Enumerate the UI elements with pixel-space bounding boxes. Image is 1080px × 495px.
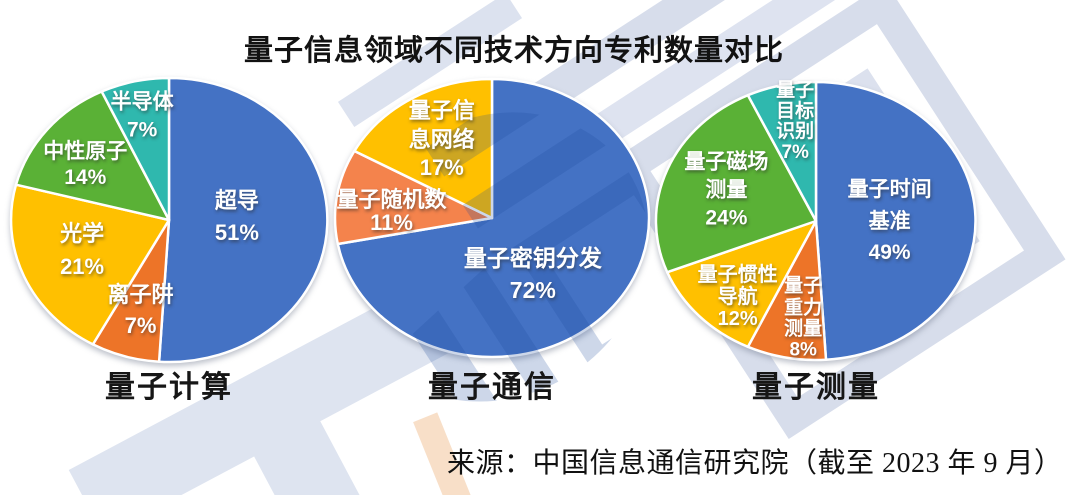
slice-quantum-key-distribution (336, 77, 651, 359)
slice-superconducting (157, 76, 329, 364)
watermark-peach-band (413, 412, 483, 495)
pie-quantum-computing (9, 76, 329, 364)
slice-quantum-time-standard (814, 80, 977, 361)
watermark-bar (68, 282, 458, 495)
slice-quantum-target-recognition (746, 80, 818, 223)
slice-quantum-inertial-navigation (665, 219, 818, 349)
source-note: 来源：中国信息通信研究院（截至 2023 年 9 月） (447, 448, 1063, 479)
slice-quantum-information-network (353, 77, 494, 220)
watermark-bar (244, 403, 396, 495)
pie-quantum-communication (333, 77, 651, 359)
slice-quantum-random-number (333, 149, 494, 246)
chart-title: 量子信息领域不同技术方向专利数量对比 (244, 35, 785, 67)
slice-semiconductor (100, 76, 171, 222)
watermark-stripe (554, 0, 1009, 171)
slice-neutral-atom (14, 90, 171, 222)
slice-optics (9, 183, 171, 346)
watermark-stripe (521, 0, 977, 121)
slice-quantum-magnetic-field-measurement (654, 93, 818, 274)
pie-quantum-measurement (654, 80, 977, 362)
watermark-stripe (337, 0, 523, 128)
